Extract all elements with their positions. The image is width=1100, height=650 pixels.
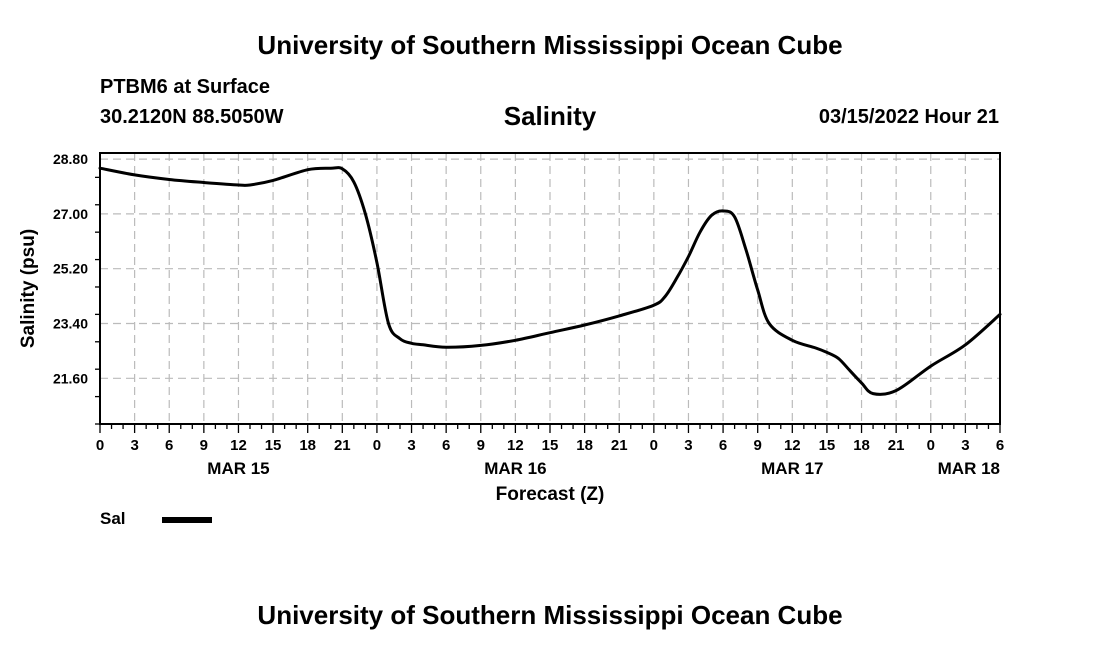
x-tick-label: 6 bbox=[996, 437, 1004, 454]
x-tick-label: 6 bbox=[719, 437, 727, 454]
page-title: University of Southern Mississippi Ocean… bbox=[257, 30, 843, 60]
date-label: MAR 16 bbox=[484, 459, 546, 478]
x-tick-label: 21 bbox=[334, 437, 351, 454]
legend-label: Sal bbox=[100, 509, 126, 528]
x-tick-label: 6 bbox=[442, 437, 450, 454]
x-tick-label: 18 bbox=[299, 437, 316, 454]
x-tick-label: 12 bbox=[784, 437, 801, 454]
x-tick-label: 9 bbox=[200, 437, 208, 454]
y-tick-label: 27.00 bbox=[53, 206, 88, 222]
x-tick-label: 0 bbox=[373, 437, 381, 454]
x-tick-label: 15 bbox=[265, 437, 282, 454]
y-tick-label: 23.40 bbox=[53, 316, 88, 332]
x-tick-label: 9 bbox=[754, 437, 762, 454]
date-label: MAR 15 bbox=[207, 459, 269, 478]
series-line-sal bbox=[98, 166, 1002, 396]
chart-title: Salinity bbox=[503, 101, 597, 131]
x-tick-label: 21 bbox=[888, 437, 905, 454]
x-tick-label: 18 bbox=[853, 437, 870, 454]
x-tick-label: 3 bbox=[961, 437, 969, 454]
x-tick-label: 0 bbox=[927, 437, 935, 454]
date-label: MAR 17 bbox=[761, 459, 823, 478]
x-tick-label: 12 bbox=[230, 437, 247, 454]
date-label: MAR 18 bbox=[938, 459, 1000, 478]
x-axis-label: Forecast (Z) bbox=[496, 484, 605, 505]
x-tick-label: 21 bbox=[611, 437, 628, 454]
x-tick-label: 3 bbox=[407, 437, 415, 454]
footer-title: University of Southern Mississippi Ocean… bbox=[257, 600, 843, 630]
station-coords: 30.2120N 88.5050W bbox=[100, 106, 284, 128]
x-tick-label: 18 bbox=[576, 437, 593, 454]
x-tick-label: 0 bbox=[96, 437, 104, 454]
x-tick-label: 0 bbox=[650, 437, 658, 454]
x-tick-label: 9 bbox=[477, 437, 485, 454]
y-tick-label: 25.20 bbox=[53, 261, 88, 277]
x-tick-label: 3 bbox=[130, 437, 138, 454]
x-tick-label: 3 bbox=[684, 437, 692, 454]
y-tick-label: 28.80 bbox=[53, 151, 88, 167]
x-tick-label: 6 bbox=[165, 437, 173, 454]
x-tick-label: 15 bbox=[542, 437, 559, 454]
station-name: PTBM6 at Surface bbox=[100, 76, 271, 98]
x-tick-label: 12 bbox=[507, 437, 524, 454]
x-tick-label: 15 bbox=[819, 437, 836, 454]
y-tick-label: 21.60 bbox=[53, 370, 88, 386]
y-axis-label: Salinity (psu) bbox=[18, 229, 39, 348]
legend-swatch bbox=[162, 517, 212, 523]
forecast-datetime: 03/15/2022 Hour 21 bbox=[818, 106, 999, 128]
